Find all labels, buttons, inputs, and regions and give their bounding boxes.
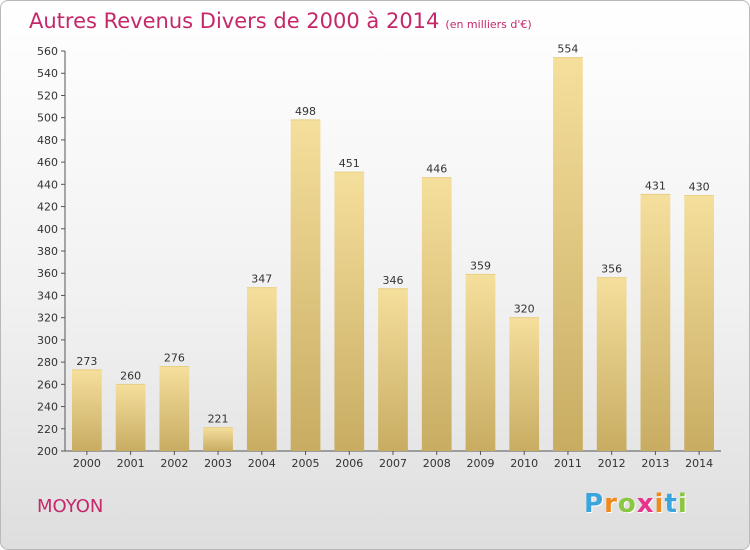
data-label: 446	[426, 163, 447, 176]
logo-letter: o	[617, 489, 637, 519]
y-tick-label: 340	[37, 289, 58, 302]
y-tick-label: 400	[37, 223, 58, 236]
y-tick-label: 280	[37, 356, 58, 369]
y-tick-label: 440	[37, 178, 58, 191]
data-label: 431	[645, 179, 666, 192]
y-tick-label: 500	[37, 112, 58, 125]
y-tick-label: 220	[37, 423, 58, 436]
logo-letter: P	[584, 489, 605, 519]
logo-letter: i	[677, 489, 688, 519]
y-tick-label: 520	[37, 89, 58, 102]
y-tick-label: 240	[37, 401, 58, 414]
x-tick-label: 2000	[73, 457, 101, 470]
bar	[509, 317, 540, 451]
y-tick-label: 320	[37, 312, 58, 325]
y-tick-label: 360	[37, 267, 58, 280]
chart-labels: 273 2000 260 2001 276 2002 221 2003 347 2004 498 20…	[73, 43, 713, 470]
y-tick-label: 300	[37, 334, 58, 347]
bar	[465, 274, 496, 451]
chart-unit-text: (en milliers d'€)	[445, 18, 532, 31]
x-tick-label: 2009	[466, 457, 494, 470]
x-tick-label: 2012	[598, 457, 626, 470]
x-tick-label: 2011	[554, 457, 582, 470]
y-tick-label: 380	[37, 245, 58, 258]
data-label: 356	[601, 263, 622, 276]
bar	[203, 427, 233, 451]
y-tick-label: 420	[37, 201, 58, 214]
logo-letter: x	[636, 489, 655, 519]
data-label: 430	[689, 180, 710, 193]
proxiti-logo: Proxiti	[584, 489, 688, 519]
bar	[378, 288, 408, 451]
x-tick-label: 2002	[160, 457, 188, 470]
bar	[246, 287, 277, 451]
bar	[334, 172, 365, 451]
x-tick-label: 2001	[117, 457, 145, 470]
x-tick-label: 2014	[685, 457, 713, 470]
y-tick-label: 480	[37, 134, 58, 147]
x-tick-label: 2013	[641, 457, 669, 470]
x-tick-label: 2010	[510, 457, 538, 470]
x-tick-label: 2007	[379, 457, 407, 470]
data-label: 276	[164, 352, 185, 365]
logo-letter: i	[654, 489, 665, 519]
y-tick-label: 200	[37, 445, 58, 458]
chart-title: Autres Revenus Divers de 2000 à 2014 (en …	[29, 9, 532, 33]
data-label: 260	[120, 369, 141, 382]
x-tick-label: 2005	[292, 457, 320, 470]
bar	[684, 195, 715, 451]
data-label: 273	[76, 355, 97, 368]
y-tick-label: 560	[37, 45, 58, 58]
chart-bars	[71, 57, 715, 452]
chart-title-text: Autres Revenus Divers de 2000 à 2014	[29, 9, 440, 33]
data-label: 451	[339, 157, 360, 170]
bar	[159, 366, 190, 451]
bar	[115, 384, 146, 451]
chart-axes: 200 220 240 260 280 300 320 340 360 380 400 420 440 4…	[37, 45, 721, 458]
data-label: 221	[208, 413, 229, 426]
logo-letter: t	[664, 489, 678, 519]
data-label: 359	[470, 259, 491, 272]
x-tick-label: 2004	[248, 457, 276, 470]
data-label: 346	[383, 274, 404, 287]
data-label: 347	[251, 273, 272, 286]
y-tick-label: 260	[37, 378, 58, 391]
x-tick-label: 2006	[335, 457, 363, 470]
bar	[290, 119, 321, 451]
y-tick-label: 540	[37, 67, 58, 80]
data-label: 554	[557, 43, 578, 56]
x-tick-label: 2003	[204, 457, 232, 470]
town-name: MOYON	[37, 496, 104, 517]
data-label: 320	[514, 303, 535, 316]
bar	[640, 194, 671, 452]
logo-letter: r	[604, 489, 618, 519]
x-tick-label: 2008	[423, 457, 451, 470]
bar	[596, 277, 627, 451]
bar	[421, 177, 452, 451]
data-label: 498	[295, 105, 316, 118]
bar	[71, 369, 102, 451]
bar	[553, 57, 583, 452]
y-tick-label: 460	[37, 156, 58, 169]
